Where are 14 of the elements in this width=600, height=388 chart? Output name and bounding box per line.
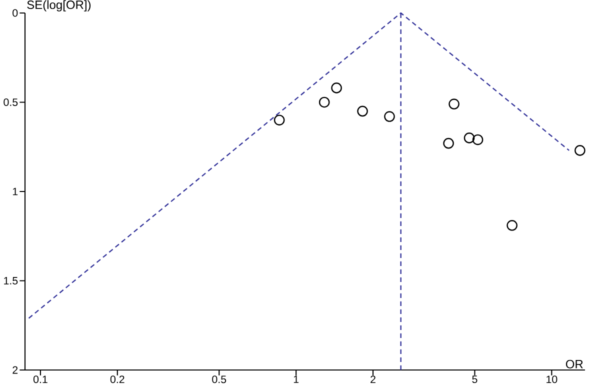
y-tick-label: 1.5 [4, 277, 18, 284]
y-tick-label: 0 [12, 9, 18, 17]
y-tick-label: 1 [12, 188, 18, 196]
x-tick-label: 0.5 [212, 376, 226, 384]
x-tick-label: 0.1 [33, 376, 48, 384]
x-tick-label: 5 [472, 376, 478, 384]
x-tick-label: 0.2 [110, 376, 124, 384]
y-tick-label: 2 [12, 366, 18, 374]
y-axis-title: SE(log[OR]) [27, 0, 91, 12]
x-axis-title: OR [566, 360, 583, 368]
x-tick-label: 2 [370, 376, 376, 384]
x-tick-label: 1 [294, 376, 299, 383]
y-tick-label: 0.5 [4, 98, 18, 106]
x-tick-label: 10 [546, 376, 558, 384]
